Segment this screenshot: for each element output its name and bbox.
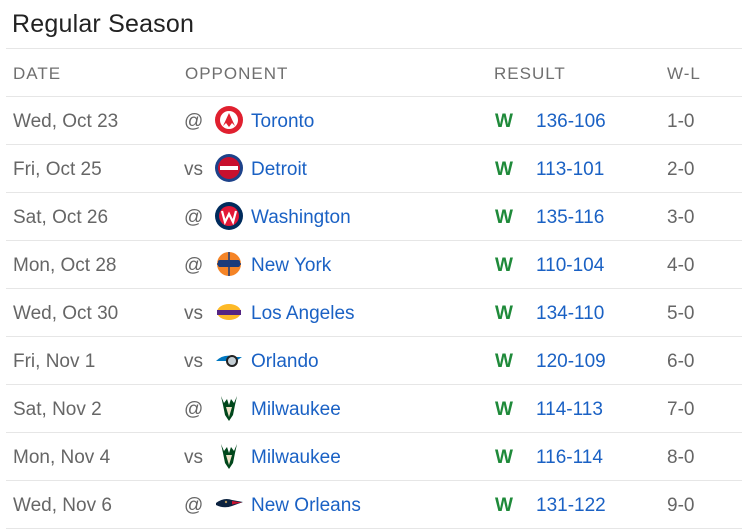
win-loss-record: 9-0 bbox=[667, 495, 695, 516]
opponent-link[interactable]: New Orleans bbox=[251, 495, 361, 516]
win-loss-record: 1-0 bbox=[667, 111, 695, 132]
result-outcome: W bbox=[495, 303, 513, 324]
win-loss-record: 7-0 bbox=[667, 399, 695, 420]
table-row: Wed, Nov 6 @ New Orleans W 131-122 9-0 bbox=[6, 480, 742, 529]
home-away-indicator: @ bbox=[184, 399, 204, 420]
win-loss-record: 5-0 bbox=[667, 303, 695, 324]
table-header-row: DATE OPPONENT RESULT W-L bbox=[6, 48, 742, 96]
game-date: Mon, Nov 4 bbox=[13, 447, 111, 468]
score-link[interactable]: 114-113 bbox=[536, 399, 603, 420]
win-loss-record: 6-0 bbox=[667, 351, 695, 372]
game-date: Wed, Oct 30 bbox=[13, 303, 119, 324]
win-loss-record: 4-0 bbox=[667, 255, 695, 276]
win-loss-record: 3-0 bbox=[667, 207, 695, 228]
opponent-link[interactable]: Orlando bbox=[251, 351, 319, 372]
result-outcome: W bbox=[495, 495, 513, 516]
game-date: Sat, Oct 26 bbox=[13, 207, 109, 228]
game-date: Mon, Oct 28 bbox=[13, 255, 117, 276]
result-outcome: W bbox=[495, 447, 513, 468]
bucks-logo-icon bbox=[214, 441, 244, 471]
home-away-indicator: @ bbox=[184, 255, 204, 276]
score-link[interactable]: 135-116 bbox=[536, 207, 605, 228]
opponent-link[interactable]: Detroit bbox=[251, 159, 307, 180]
header-opponent: OPPONENT bbox=[185, 64, 289, 83]
opponent-link[interactable]: Milwaukee bbox=[251, 399, 341, 420]
magic-logo-icon bbox=[214, 345, 244, 375]
result-outcome: W bbox=[495, 159, 513, 180]
table-row: Mon, Nov 4 vs Milwaukee W 116-114 8-0 bbox=[6, 432, 742, 480]
pistons-logo-icon bbox=[214, 153, 244, 183]
result-outcome: W bbox=[495, 255, 513, 276]
header-result: RESULT bbox=[494, 64, 566, 83]
table-row: Wed, Oct 23 @ Toronto W 136-106 1-0 bbox=[6, 96, 742, 144]
score-link[interactable]: 116-114 bbox=[536, 447, 603, 468]
knicks-logo-icon bbox=[214, 249, 244, 279]
win-loss-record: 2-0 bbox=[667, 159, 695, 180]
header-wl: W-L bbox=[667, 64, 701, 83]
home-away-indicator: vs bbox=[184, 303, 203, 324]
result-outcome: W bbox=[495, 207, 513, 228]
pelicans-logo-icon bbox=[214, 489, 244, 519]
home-away-indicator: @ bbox=[184, 495, 204, 516]
home-away-indicator: vs bbox=[184, 159, 203, 180]
score-link[interactable]: 134-110 bbox=[536, 303, 605, 324]
lakers-logo-icon bbox=[214, 297, 244, 327]
home-away-indicator: vs bbox=[184, 447, 203, 468]
opponent-link[interactable]: Milwaukee bbox=[251, 447, 341, 468]
game-date: Wed, Oct 23 bbox=[13, 111, 119, 132]
wizards-logo-icon bbox=[214, 201, 244, 231]
game-date: Fri, Oct 25 bbox=[13, 159, 102, 180]
score-link[interactable]: 131-122 bbox=[536, 495, 606, 516]
result-outcome: W bbox=[495, 399, 513, 420]
opponent-link[interactable]: New York bbox=[251, 255, 332, 276]
header-date: DATE bbox=[13, 64, 62, 83]
table-row: Fri, Nov 1 vs Orlando W 120-109 6-0 bbox=[6, 336, 742, 384]
home-away-indicator: @ bbox=[184, 207, 204, 228]
result-outcome: W bbox=[495, 111, 513, 132]
score-link[interactable]: 136-106 bbox=[536, 111, 606, 132]
game-date: Sat, Nov 2 bbox=[13, 399, 102, 420]
table-row: Wed, Oct 30 vs Los Angeles W 134-110 5-0 bbox=[6, 288, 742, 336]
home-away-indicator: @ bbox=[184, 111, 204, 132]
table-row: Mon, Oct 28 @ New York W 110-104 4-0 bbox=[6, 240, 742, 288]
table-row: Sat, Oct 26 @ Washington W 135-116 3-0 bbox=[6, 192, 742, 240]
result-outcome: W bbox=[495, 351, 513, 372]
score-link[interactable]: 120-109 bbox=[536, 351, 606, 372]
game-date: Wed, Nov 6 bbox=[13, 495, 112, 516]
game-date: Fri, Nov 1 bbox=[13, 351, 96, 372]
opponent-link[interactable]: Toronto bbox=[251, 111, 315, 132]
raptors-logo-icon bbox=[214, 105, 244, 135]
schedule-table: DATE OPPONENT RESULT W-L Wed, Oct 23 @ T… bbox=[6, 48, 742, 529]
table-row: Fri, Oct 25 vs Detroit W 113-101 2-0 bbox=[6, 144, 742, 192]
bucks-logo-icon bbox=[214, 393, 244, 423]
win-loss-record: 8-0 bbox=[667, 447, 695, 468]
score-link[interactable]: 110-104 bbox=[536, 255, 605, 276]
opponent-link[interactable]: Washington bbox=[251, 207, 351, 228]
table-row: Sat, Nov 2 @ Milwaukee W 114-113 7-0 bbox=[6, 384, 742, 432]
home-away-indicator: vs bbox=[184, 351, 203, 372]
score-link[interactable]: 113-101 bbox=[536, 159, 605, 180]
opponent-link[interactable]: Los Angeles bbox=[251, 303, 355, 324]
section-title: Regular Season bbox=[12, 10, 195, 38]
